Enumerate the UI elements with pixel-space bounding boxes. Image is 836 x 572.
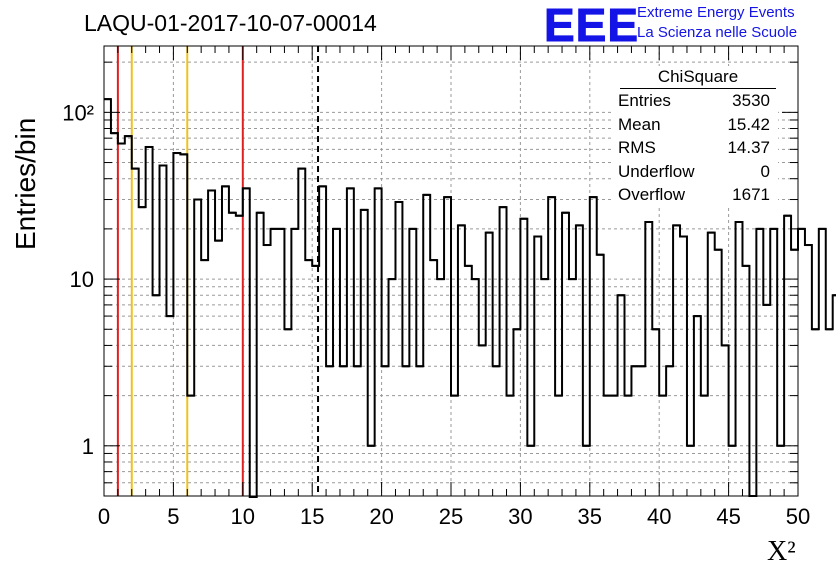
stats-label: Underflow (618, 161, 695, 181)
x-tick-label: 50 (786, 504, 810, 529)
stats-label: RMS (618, 138, 656, 157)
org-name-line1: Extreme Energy Events (637, 4, 795, 21)
x-tick-label: 45 (716, 504, 740, 529)
org-name-line2: La Scienza nelle Scuole (637, 24, 798, 41)
x-tick-label: 20 (369, 504, 393, 529)
stats-row-overflow: Overflow 1671 (612, 183, 778, 207)
y-tick-label: 1 (82, 434, 94, 459)
x-tick-label: 0 (98, 504, 110, 529)
eee-logo: EEE (543, 0, 640, 51)
x-tick-label: 25 (439, 504, 463, 529)
y-tick-label: 10 (70, 267, 94, 292)
y-tick-label: 10² (62, 100, 94, 125)
stats-row-underflow: Underflow 0 (612, 160, 778, 184)
stats-value: 0 (760, 161, 770, 181)
x-tick-label: 15 (300, 504, 324, 529)
x-axis-label: X² (767, 536, 796, 567)
x-tick-label: 10 (231, 504, 255, 529)
stats-label: Mean (618, 114, 661, 134)
stats-label: Overflow (618, 185, 686, 204)
plot-title: LAQU-01-2017-10-07-00014 (84, 10, 377, 36)
x-tick-label: 30 (508, 504, 532, 529)
stats-label: Entries (618, 91, 671, 110)
stats-value: 14.37 (727, 138, 770, 157)
stats-title: ChiSquare (620, 66, 776, 89)
x-tick-label: 35 (578, 504, 602, 529)
stats-value: 15.42 (727, 114, 770, 134)
stats-row-mean: Mean 15.42 (612, 113, 778, 137)
x-tick-label: 40 (647, 504, 671, 529)
stats-value: 3530 (732, 91, 770, 110)
stats-row-entries: Entries 3530 (612, 89, 778, 113)
y-axis-label: Entries/bin (10, 117, 41, 250)
stats-value: 1671 (732, 185, 770, 204)
stats-box: ChiSquare Entries 3530 Mean 15.42 RMS 14… (612, 66, 778, 207)
x-tick-label: 5 (167, 504, 179, 529)
stats-row-rms: RMS 14.37 (612, 136, 778, 160)
